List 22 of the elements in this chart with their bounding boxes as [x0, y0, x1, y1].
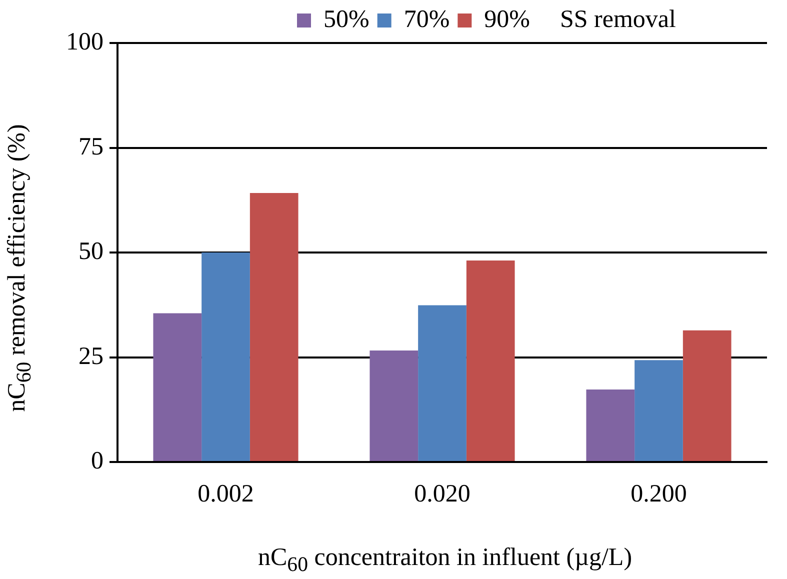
y-tick-label: 50 — [78, 238, 104, 266]
bar — [682, 330, 732, 461]
x-tick-label: 0.002 — [198, 480, 254, 508]
y-tick-label: 25 — [78, 342, 104, 370]
y-tick-label: 75 — [78, 133, 104, 160]
legend-title: SS removal — [560, 6, 676, 34]
legend-label: 50% — [324, 6, 370, 34]
bar — [466, 260, 515, 461]
bar — [250, 193, 298, 461]
y-tick-label: 100 — [66, 28, 104, 56]
x-tick-label: 0.020 — [414, 480, 470, 508]
bar — [418, 305, 466, 461]
y-tick-label: 0 — [91, 448, 104, 475]
bar — [370, 350, 418, 461]
legend-label: 90% — [484, 6, 530, 34]
legend-label: 70% — [404, 6, 450, 34]
bar — [202, 252, 250, 461]
x-axis-title: nC$_{60}$ concentraiton in influent (µg/L) — [258, 544, 632, 577]
x-tick-label: 0.200 — [630, 480, 687, 508]
bar — [634, 360, 683, 461]
bar — [586, 390, 635, 461]
bar — [153, 313, 202, 461]
